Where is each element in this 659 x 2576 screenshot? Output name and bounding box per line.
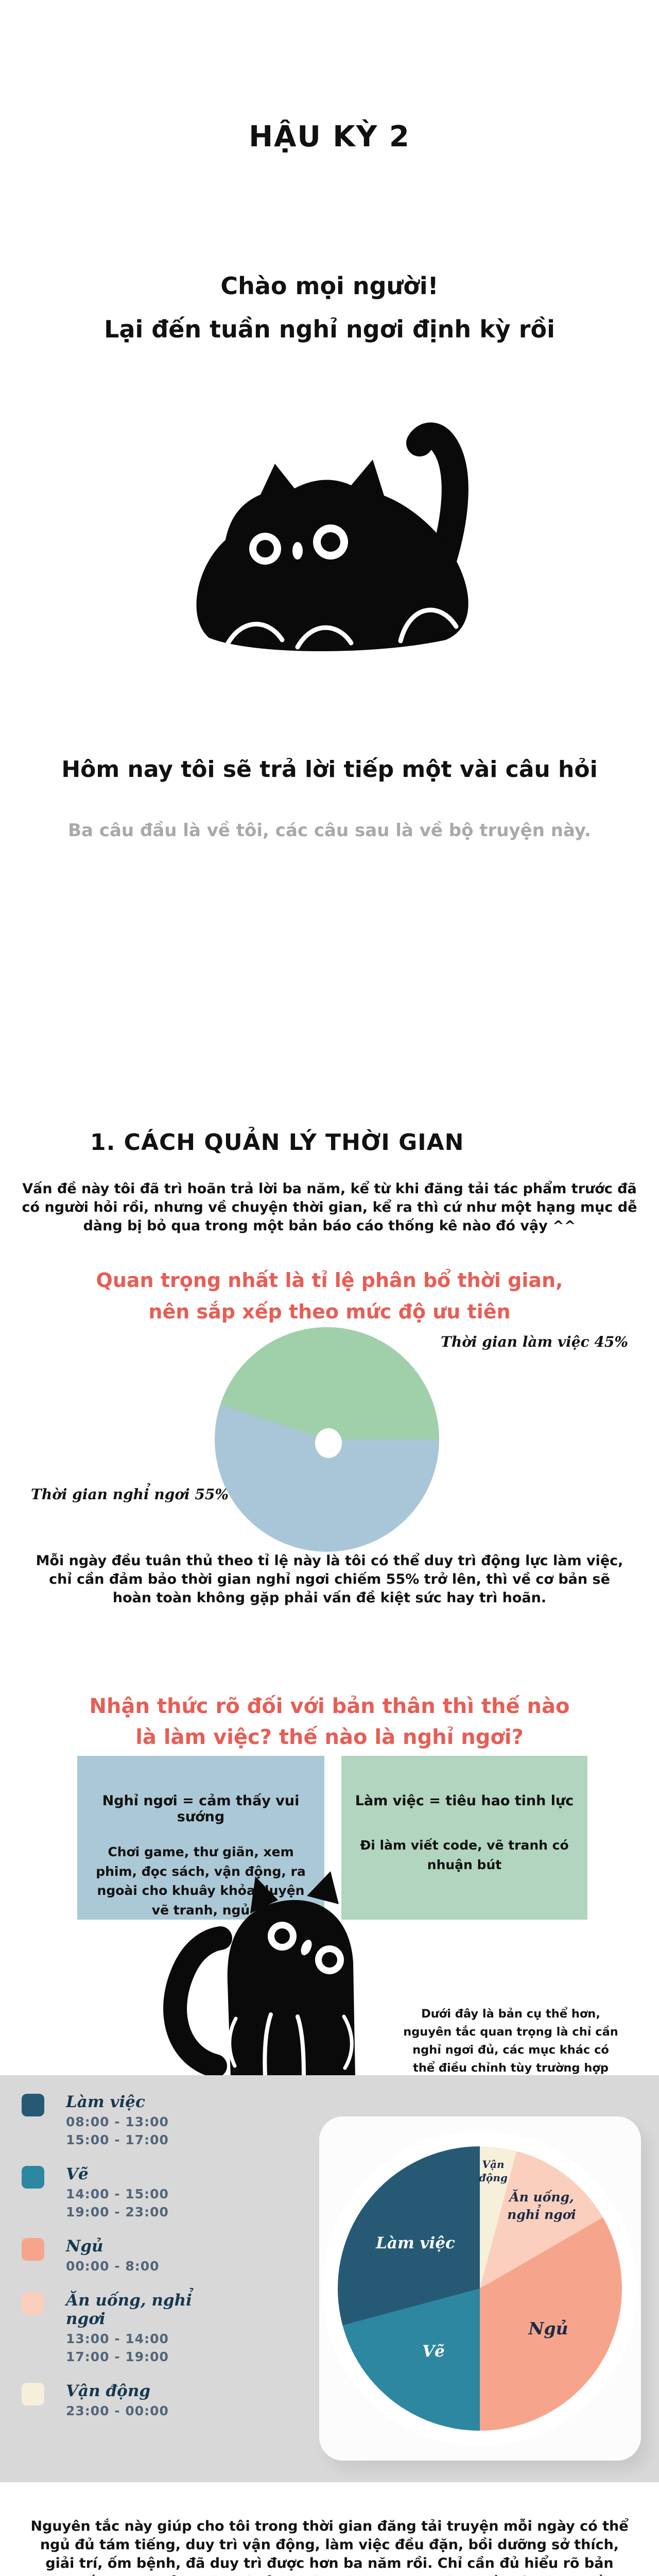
- rest-definition-box: Nghỉ ngơi = cảm thấy vui sướng Chơi game…: [77, 1756, 324, 1920]
- legend-time: 08:00 - 13:00: [66, 2114, 169, 2129]
- legend-time: 13:00 - 14:00: [66, 2331, 169, 2346]
- black-cat-lying-illustration: [196, 422, 469, 652]
- legend-time: 23:00 - 00:00: [66, 2403, 169, 2418]
- red-heading2-line-2: là làm việc? thế nào là nghỉ ngơi?: [135, 1725, 524, 1749]
- rest-box-title: Nghỉ ngơi = cảm thấy vui sướng: [102, 1793, 300, 1825]
- legend-item-exercise: Vận động 23:00 - 00:00: [22, 2382, 217, 2418]
- red-heading-line-1: Quan trọng nhất là tỉ lệ phân bổ thời gi…: [96, 1269, 563, 1292]
- legend-item-work: Làm việc 08:00 - 13:00 15:00 - 17:00: [22, 2093, 217, 2147]
- intro-subtext: Ba câu đầu là về tôi, các câu sau là về …: [68, 820, 591, 841]
- legend-swatch-eat-rest: [22, 2292, 44, 2315]
- legend-item-eat-rest: Ăn uống, nghỉ ngơi 13:00 - 14:00 17:00 -…: [22, 2291, 217, 2364]
- section-1-paragraph-2: Mỗi ngày đều tuân thủ theo tỉ lệ này là …: [36, 1553, 623, 1606]
- legend-label: Ngủ: [66, 2237, 103, 2256]
- legend-item-draw: Vẽ 14:00 - 15:00 19:00 - 23:00: [22, 2165, 217, 2219]
- pie-label-draw: Vẽ: [422, 2342, 445, 2361]
- section-1-red-heading: Quan trọng nhất là tỉ lệ phân bổ thời gi…: [0, 1265, 659, 1328]
- legend-label: Làm việc: [66, 2093, 145, 2111]
- section-1-red-heading-2: Nhận thức rõ đối với bản thân thì thế nà…: [0, 1691, 659, 1753]
- rest-box-body: Chơi game, thư giãn, xem phim, đọc sách,…: [96, 1844, 306, 1918]
- page-title: HẬU KỲ 2: [249, 120, 410, 154]
- pie-label-work: Làm việc: [376, 2234, 455, 2252]
- work-definition-box: Làm việc = tiêu hao tinh lực Đi làm viết…: [341, 1756, 587, 1920]
- legend-label: Vẽ: [66, 2165, 89, 2183]
- schedule-legend: Làm việc 08:00 - 13:00 15:00 - 17:00 Vẽ …: [22, 2093, 217, 2436]
- legend-swatch-draw: [22, 2166, 44, 2189]
- red-heading2-line-1: Nhận thức rõ đối với bản thân thì thế nà…: [89, 1694, 570, 1718]
- pie-label-exercise: Vận động: [479, 2158, 508, 2184]
- schedule-note: Dưới đây là bản cụ thể hơn, nguyên tắc q…: [403, 2007, 618, 2075]
- work-box-body: Đi làm viết code, vẽ tranh có nhuận bút: [360, 1838, 569, 1872]
- section-1-heading: 1. CÁCH QUẢN LÝ THỜI GIAN: [90, 1129, 464, 1156]
- legend-time: 17:00 - 19:00: [66, 2349, 169, 2364]
- greeting-line-2: Lại đến tuần nghỉ ngơi định kỳ rồi: [104, 315, 555, 343]
- chart-label-rest: Thời gian nghỉ ngơi 55%: [31, 1486, 229, 1503]
- legend-label: Vận động: [66, 2382, 151, 2400]
- chart-label-work: Thời gian làm việc 45%: [441, 1333, 628, 1350]
- legend-label: Ăn uống, nghỉ ngơi: [66, 2291, 192, 2328]
- red-heading-line-2: nên sắp xếp theo mức độ ưu tiên: [148, 1300, 511, 1323]
- pie-label-sleep: Ngủ: [528, 2318, 568, 2338]
- legend-time: 19:00 - 23:00: [66, 2205, 169, 2219]
- work-box-title: Làm việc = tiêu hao tinh lực: [355, 1793, 574, 1809]
- legend-item-sleep: Ngủ 00:00 - 8:00: [22, 2237, 217, 2274]
- intro-heading: Hôm nay tôi sẽ trả lời tiếp một vài câu …: [61, 756, 598, 783]
- section-1-paragraph: Vấn đề này tôi đã trì hoãn trả lời ba nă…: [22, 1181, 637, 1234]
- legend-time: 00:00 - 8:00: [66, 2259, 160, 2274]
- greeting-line-1: Chào mọi người!: [220, 272, 439, 300]
- daily-schedule-pie-chart: [338, 2146, 622, 2431]
- donut-hole: [315, 1428, 342, 1458]
- legend-swatch-work: [22, 2094, 44, 2116]
- legend-swatch-sleep: [22, 2238, 44, 2261]
- legend-time: 14:00 - 15:00: [66, 2187, 169, 2201]
- pie-label-eat-rest: Ăn uống, nghỉ ngơi: [507, 2190, 576, 2222]
- legend-time: 15:00 - 17:00: [66, 2132, 169, 2147]
- legend-swatch-exercise: [22, 2383, 44, 2405]
- black-cat-sitting-illustration: [163, 1871, 355, 2077]
- section-1-closing-paragraph: Nguyên tắc này giúp cho tôi trong thời g…: [30, 2518, 629, 2576]
